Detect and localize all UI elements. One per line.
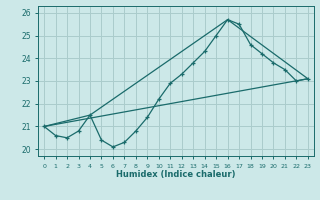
X-axis label: Humidex (Indice chaleur): Humidex (Indice chaleur) [116,170,236,179]
